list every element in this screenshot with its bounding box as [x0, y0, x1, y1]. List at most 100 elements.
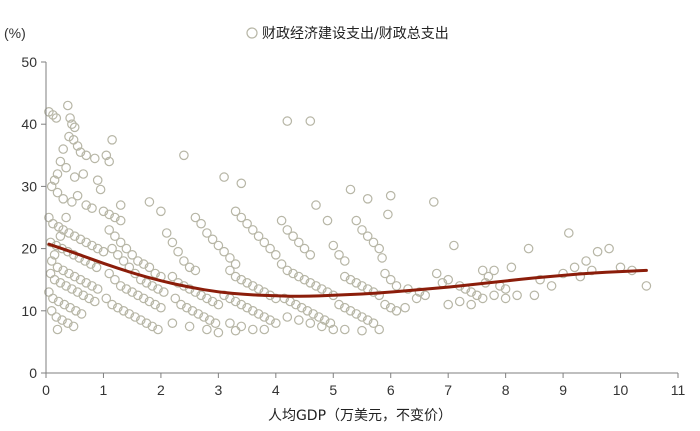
- scatter-point: [368, 237, 379, 248]
- scatter-point: [156, 302, 166, 313]
- scatter-point: [190, 212, 201, 223]
- scatter-point: [61, 281, 71, 291]
- scatter-point: [563, 228, 574, 238]
- scatter-point: [44, 287, 54, 297]
- scatter-point: [61, 162, 71, 173]
- scatter-point: [107, 299, 117, 310]
- scatter-point: [316, 284, 327, 294]
- scatter-point: [506, 262, 517, 273]
- scatter-point: [58, 265, 68, 276]
- scatter-point: [345, 184, 356, 195]
- scatter-point: [179, 256, 189, 266]
- scatter-point: [569, 262, 580, 273]
- scatter-point: [202, 293, 212, 304]
- scatter-point: [270, 318, 281, 328]
- scatter-point: [489, 265, 499, 276]
- trend-line: [47, 242, 648, 298]
- scatter-point: [546, 281, 557, 291]
- scatter-point: [299, 274, 310, 285]
- x-tick-label: 0: [42, 382, 50, 398]
- scatter-point: [443, 299, 453, 310]
- scatter-point: [299, 243, 310, 254]
- scatter-point: [46, 181, 57, 192]
- scatter-point: [400, 302, 410, 313]
- scatter-point: [64, 268, 74, 279]
- scatter-point: [196, 290, 206, 301]
- scatter-point: [225, 253, 235, 263]
- scatter-point: [339, 271, 350, 282]
- scatter-point: [265, 243, 275, 254]
- scatter-point: [75, 147, 86, 157]
- scatter-point: [124, 309, 135, 319]
- scatter-point: [293, 237, 304, 248]
- scatter-point: [104, 209, 114, 220]
- y-tick-label: 20: [21, 241, 37, 257]
- scatter-point: [107, 135, 117, 145]
- scatter-point: [87, 281, 97, 291]
- scatter-point: [118, 305, 129, 316]
- scatter-point: [414, 287, 425, 297]
- x-tick-label: 8: [502, 382, 510, 398]
- scatter-point: [69, 172, 80, 182]
- scatter-point: [236, 299, 247, 310]
- scatter-point: [101, 150, 112, 161]
- scatter-point: [72, 287, 83, 297]
- scatter-point: [248, 305, 258, 316]
- scatter-point: [219, 172, 229, 182]
- scatter-point: [121, 243, 132, 254]
- scatter-point: [182, 302, 192, 313]
- scatter-point: [64, 228, 74, 238]
- scatter-point: [147, 321, 158, 332]
- scatter-point: [110, 231, 120, 241]
- scatter-point: [167, 318, 178, 328]
- scatter-point: [147, 281, 158, 291]
- scatter-point: [136, 315, 146, 325]
- scatter-point: [282, 116, 293, 126]
- y-tick-label: 30: [21, 178, 37, 194]
- scatter-point: [420, 290, 430, 301]
- scatter-point: [53, 296, 64, 307]
- scatter-point: [242, 277, 252, 288]
- x-tick-label: 6: [387, 382, 395, 398]
- scatter-point: [101, 293, 112, 304]
- scatter-point: [385, 274, 396, 285]
- scatter-point: [104, 156, 114, 167]
- scatter-point: [141, 318, 152, 328]
- scatter-point: [52, 262, 63, 273]
- scatter-point: [368, 318, 379, 328]
- scatter-point: [362, 194, 373, 204]
- scatter-point: [184, 262, 195, 273]
- scatter-point: [296, 302, 307, 313]
- trend-line-group: [47, 242, 648, 298]
- scatter-point: [46, 305, 57, 316]
- scatter-point: [87, 203, 97, 213]
- scatter-point: [51, 312, 62, 322]
- y-tick-label: 10: [21, 303, 37, 319]
- scatter-point: [72, 141, 83, 151]
- scatter-point: [133, 290, 143, 301]
- x-tick-label: 1: [100, 382, 108, 398]
- scatter-point: [153, 324, 163, 335]
- scatter-point: [202, 324, 212, 335]
- scatter-point: [328, 324, 339, 335]
- scatter-point: [184, 321, 195, 332]
- scatter-point: [104, 268, 114, 279]
- scatter-point: [48, 110, 58, 120]
- scatter-point: [357, 312, 367, 322]
- scatter-point: [411, 293, 422, 304]
- scatter-point: [71, 305, 81, 316]
- x-tick-label: 4: [272, 382, 280, 398]
- scatter-point: [48, 218, 58, 229]
- scatter-point: [67, 119, 77, 129]
- scatter-point: [63, 100, 73, 111]
- scatter-point: [357, 225, 367, 235]
- scatter-point: [87, 240, 97, 251]
- scatter-point: [325, 318, 336, 328]
- scatter-point: [477, 265, 488, 276]
- scatter-point: [374, 290, 384, 301]
- scatter-point: [118, 256, 129, 266]
- scatter-point: [339, 256, 350, 266]
- scatter-point: [167, 237, 178, 248]
- scatter-point: [76, 309, 87, 319]
- scatter-point: [58, 225, 68, 235]
